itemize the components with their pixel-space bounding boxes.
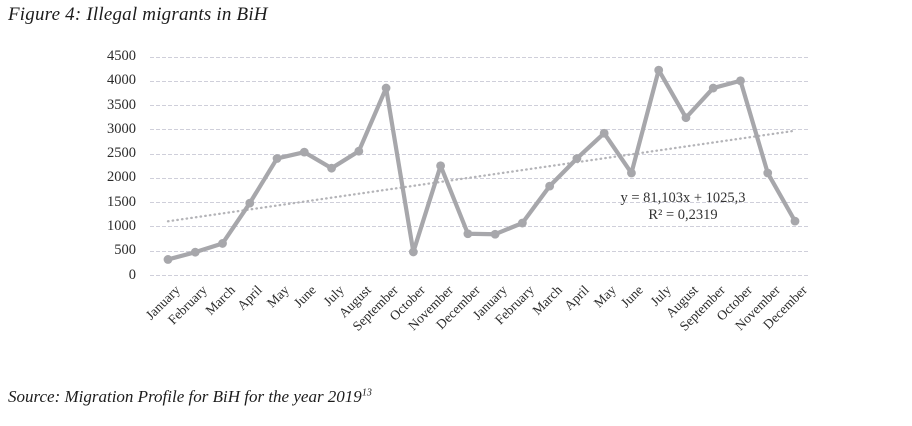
data-point-marker (381, 83, 391, 93)
y-axis-tick-label: 500 (114, 242, 136, 259)
data-point-marker (572, 154, 582, 163)
source-footnote-superscript: 13 (361, 387, 372, 399)
data-point-marker (354, 146, 364, 156)
trendline-equation-text: y = 81,103x + 1025,3 (620, 190, 746, 206)
data-point-marker (408, 247, 418, 257)
data-point-marker (599, 128, 609, 138)
y-axis-tick-label: 1000 (107, 217, 136, 234)
trendline (166, 129, 797, 223)
y-axis-tick-label: 4500 (107, 48, 136, 64)
data-point-marker (463, 229, 473, 239)
data-point-marker (272, 154, 282, 163)
y-axis-tick-label: 2000 (107, 169, 136, 186)
figure-title: Figure 4: Illegal migrants in BiH (8, 4, 268, 25)
data-point-marker (708, 83, 718, 93)
data-point-marker (299, 147, 309, 157)
y-axis-tick-label: 3500 (107, 96, 136, 113)
source-text: Source: Migration Profile for BiH for th… (8, 387, 362, 406)
y-axis-tick-label: 2500 (107, 145, 136, 162)
data-point-marker (736, 76, 745, 86)
series-line (165, 67, 798, 262)
y-axis-tick-label: 0 (128, 266, 136, 283)
data-point-marker (218, 239, 227, 248)
data-point-marker (190, 247, 200, 257)
data-point-marker (490, 229, 500, 239)
data-point-marker (517, 218, 527, 228)
data-point-marker (245, 198, 255, 208)
data-point-marker (545, 181, 555, 191)
data-point-marker (436, 161, 446, 171)
source-caption: Source: Migration Profile for BiH for th… (8, 387, 372, 407)
data-point-marker (790, 216, 800, 226)
y-axis-tick-label: 3000 (107, 120, 136, 137)
trendline-r-squared-text: R² = 0,2319 (648, 207, 718, 224)
data-point-marker (627, 168, 636, 178)
data-point-marker (681, 113, 691, 123)
y-axis-tick-label: 1500 (107, 193, 136, 210)
data-point-marker (327, 163, 336, 173)
trendline-annotation: y = 81,103x + 1025,3 R² = 0,2319 (599, 190, 767, 224)
data-point-marker (654, 65, 664, 75)
y-axis-tick-label: 4000 (107, 72, 136, 89)
data-point-marker (163, 255, 173, 264)
data-point-marker (763, 168, 773, 178)
